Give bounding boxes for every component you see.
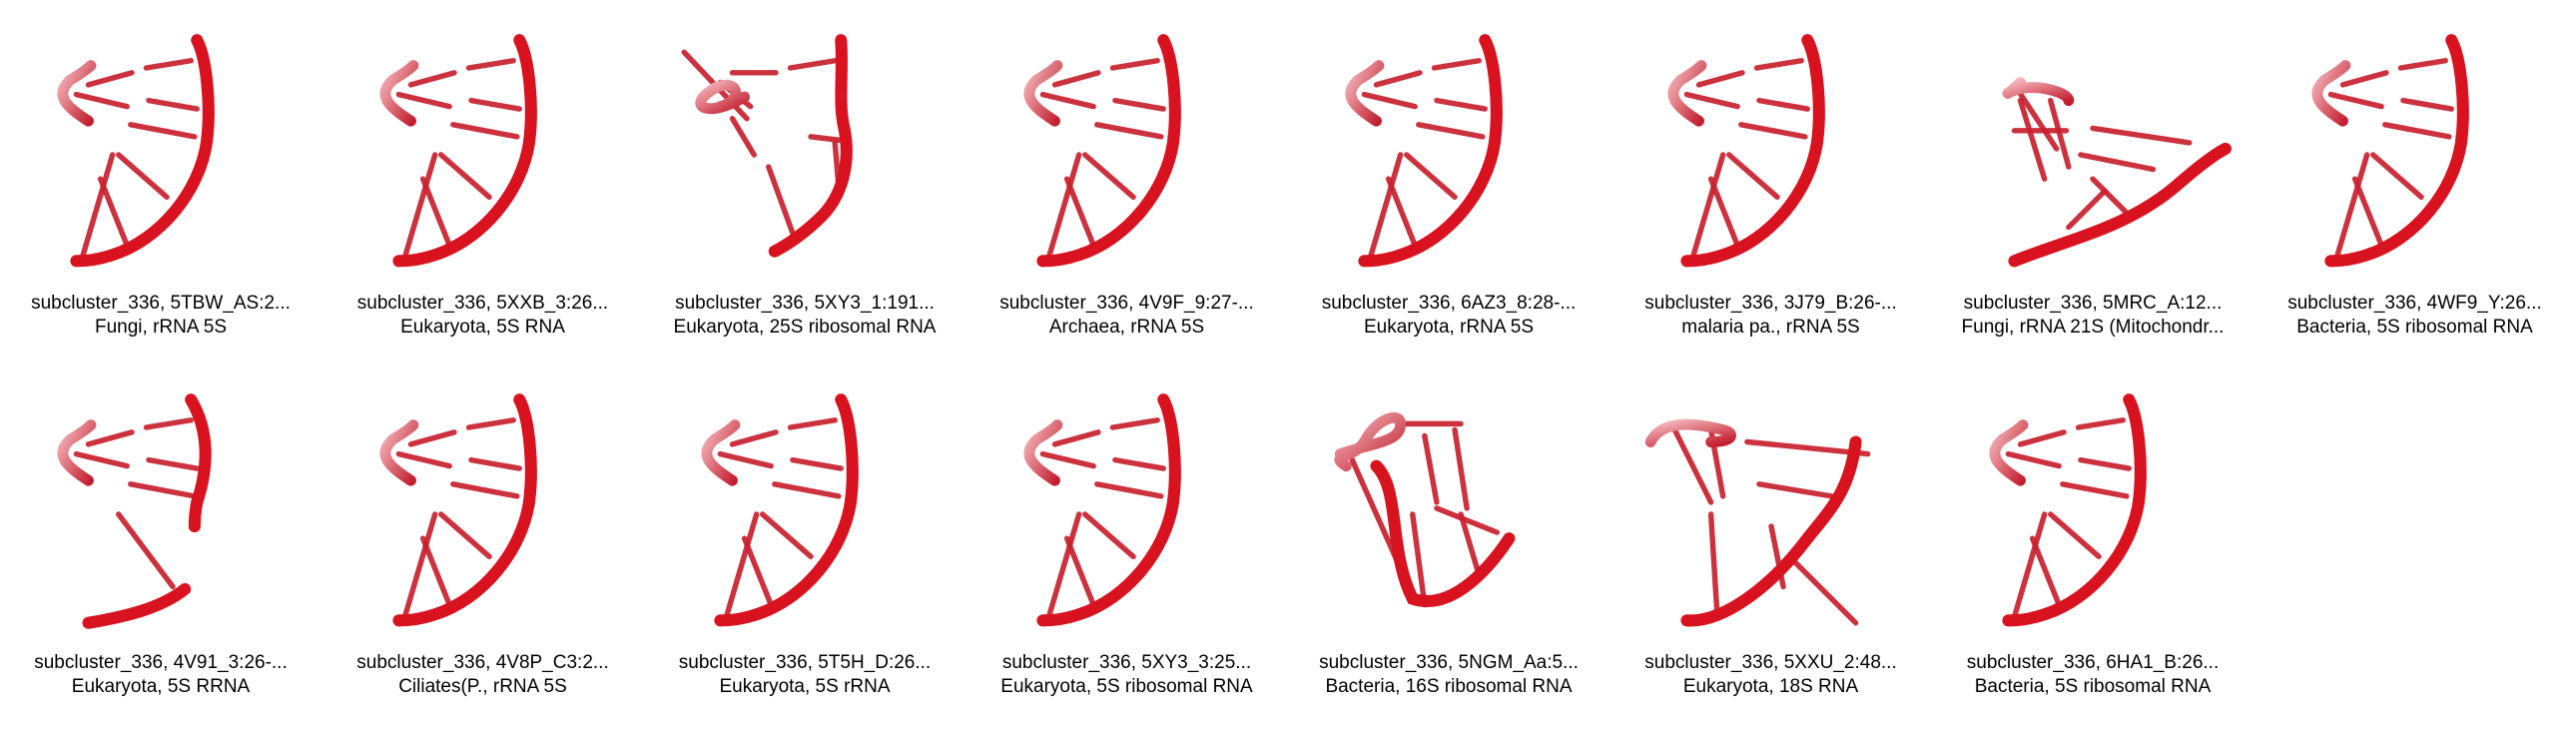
rna-structure-image xyxy=(1345,34,1503,268)
structure-title: subcluster_336, 4WF9_Y:26... xyxy=(2287,293,2542,314)
structure-card[interactable]: subcluster_336, 5XY3_1:191... Eukaryota, … xyxy=(644,0,966,360)
structure-caption: subcluster_336, 5MRC_A:12... Fungi, rRNA … xyxy=(1932,292,2254,340)
rna-structure-image xyxy=(57,393,212,629)
structure-caption: subcluster_336, 6AZ3_8:28-... Eukaryota, … xyxy=(1288,292,1610,340)
structure-title: subcluster_336, 4V8P_C3:2... xyxy=(356,652,609,673)
structure-title: subcluster_336, 4V91_3:26-... xyxy=(34,652,288,673)
structure-subtitle: Bacteria, 5S ribosomal RNA xyxy=(2296,317,2533,338)
structure-title: subcluster_336, 5T5H_D:26... xyxy=(678,652,932,673)
structure-subtitle: Eukaryota, 18S RNA xyxy=(1682,676,1859,697)
structure-card[interactable]: subcluster_336, 5TBW_AS:2... Fungi, rRNA … xyxy=(0,0,322,360)
structure-caption: subcluster_336, 5XY3_1:191... Eukaryota, … xyxy=(644,292,966,340)
structure-card[interactable]: subcluster_336, 3J79_B:26-...malaria pa.… xyxy=(1610,0,1932,360)
structure-caption: subcluster_336, 5NGM_Aa:5... Bacteria, 16… xyxy=(1288,651,1610,699)
structure-card[interactable]: subcluster_336, 5XXB_3:26... Eukaryota, 5… xyxy=(322,0,644,360)
structure-subtitle: Eukaryota, 5S RRNA xyxy=(71,676,251,697)
structure-caption: subcluster_336, 4WF9_Y:26... Bacteria, 5S… xyxy=(2254,292,2576,340)
structure-caption: subcluster_336, 5T5H_D:26... Eukaryota, 5… xyxy=(644,651,966,699)
structure-title: subcluster_336, 6HA1_B:26... xyxy=(1966,652,2220,673)
structure-title: subcluster_336, 6AZ3_8:28-... xyxy=(1321,293,1577,314)
structure-title: subcluster_336, 5XXB_3:26... xyxy=(356,293,609,314)
structure-subtitle: Fungi, rRNA 21S (Mitochondr... xyxy=(1961,317,2225,338)
rna-structure-image xyxy=(2311,34,2469,268)
structure-card[interactable]: subcluster_336, 6AZ3_8:28-... Eukaryota, … xyxy=(1288,0,1610,360)
structure-title: subcluster_336, 5XXU_2:48... xyxy=(1644,652,1897,673)
structure-title: subcluster_336, 3J79_B:26-... xyxy=(1644,293,1897,314)
rna-structure-image xyxy=(379,393,537,627)
structure-subtitle: Archaea, rRNA 5S xyxy=(1048,317,1205,338)
rna-structure-image xyxy=(681,34,853,258)
structure-caption: subcluster_336, 4V9F_9:27-... Archaea, rR… xyxy=(966,292,1288,340)
structure-title: subcluster_336, 4V9F_9:27-... xyxy=(999,293,1254,314)
structure-subtitle: malaria pa., rRNA 5S xyxy=(1681,317,1860,338)
rna-structure-image xyxy=(379,34,537,268)
rna-structure-image xyxy=(1334,411,1516,608)
structure-subtitle: Eukaryota, 5S rRNA xyxy=(719,676,891,697)
structure-caption: subcluster_336, 5XY3_3:25... Eukaryota, 5… xyxy=(966,651,1288,699)
structure-caption: subcluster_336, 6HA1_B:26... Bacteria, 5S… xyxy=(1932,651,2254,699)
rna-structure-image xyxy=(2002,77,2232,268)
structure-card[interactable]: subcluster_336, 4V9F_9:27-... Archaea, rR… xyxy=(966,0,1288,360)
structure-card[interactable]: subcluster_336, 4WF9_Y:26... Bacteria, 5S… xyxy=(2254,0,2576,360)
rna-structure-image xyxy=(1644,418,1870,627)
structure-title: subcluster_336, 5XY3_1:191... xyxy=(675,293,935,314)
rna-structure-image xyxy=(701,393,859,627)
structure-caption: subcluster_336, 4V8P_C3:2... Ciliates(P.,… xyxy=(322,651,644,699)
rna-structure-image xyxy=(1989,393,2147,627)
structure-title: subcluster_336, 5NGM_Aa:5... xyxy=(1319,652,1579,673)
structure-card[interactable]: subcluster_336, 4V91_3:26-... Eukaryota, … xyxy=(0,360,322,719)
rna-structure-image xyxy=(1023,34,1181,268)
structure-subtitle: Bacteria, 5S ribosomal RNA xyxy=(1974,676,2212,697)
structure-caption: subcluster_336, 4V91_3:26-... Eukaryota, … xyxy=(0,651,322,699)
structure-title: subcluster_336, 5TBW_AS:2... xyxy=(31,293,291,314)
structure-subtitle: Ciliates(P., rRNA 5S xyxy=(398,676,567,697)
structure-subtitle: Fungi, rRNA 5S xyxy=(95,317,227,338)
structure-subtitle: Eukaryota, 25S ribosomal RNA xyxy=(673,317,937,338)
structure-subtitle: Eukaryota, 5S ribosomal RNA xyxy=(1000,676,1253,697)
structure-subtitle: Bacteria, 16S ribosomal RNA xyxy=(1325,676,1573,697)
structure-title: subcluster_336, 5MRC_A:12... xyxy=(1963,293,2223,314)
structure-card[interactable]: subcluster_336, 5T5H_D:26... Eukaryota, 5… xyxy=(644,360,966,719)
structure-card[interactable]: subcluster_336, 6HA1_B:26... Bacteria, 5S… xyxy=(1932,360,2254,719)
structure-caption: subcluster_336, 5XXB_3:26... Eukaryota, 5… xyxy=(322,292,644,340)
rna-structure-image xyxy=(1023,393,1181,627)
rna-structure-image xyxy=(57,34,215,268)
structure-title: subcluster_336, 5XY3_3:25... xyxy=(1001,652,1252,673)
structure-subtitle: Eukaryota, rRNA 5S xyxy=(1363,317,1535,338)
structure-caption: subcluster_336, 3J79_B:26-...malaria pa.… xyxy=(1610,292,1932,340)
structure-caption: subcluster_336, 5XXU_2:48... Eukaryota, 1… xyxy=(1610,651,1932,699)
structure-caption: subcluster_336, 5TBW_AS:2... Fungi, rRNA … xyxy=(0,292,322,340)
structure-subtitle: Eukaryota, 5S RNA xyxy=(400,317,565,338)
structure-card[interactable]: subcluster_336, 5XXU_2:48... Eukaryota, 1… xyxy=(1610,360,1932,719)
structure-card[interactable]: subcluster_336, 5MRC_A:12... Fungi, rRNA … xyxy=(1932,0,2254,360)
structure-card[interactable]: subcluster_336, 5XY3_3:25... Eukaryota, 5… xyxy=(966,360,1288,719)
structure-card[interactable]: subcluster_336, 4V8P_C3:2... Ciliates(P.,… xyxy=(322,360,644,719)
structure-card[interactable]: subcluster_336, 5NGM_Aa:5... Bacteria, 16… xyxy=(1288,360,1610,719)
rna-structure-image xyxy=(1667,34,1825,268)
